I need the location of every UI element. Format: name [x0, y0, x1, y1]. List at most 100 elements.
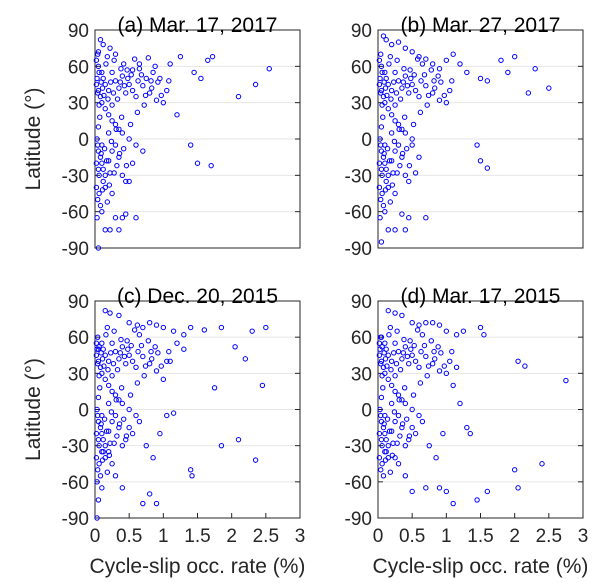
data-point	[187, 467, 194, 473]
data-point	[96, 69, 102, 76]
data-point	[406, 162, 413, 169]
data-point	[412, 358, 419, 364]
data-point	[392, 310, 398, 316]
data-point	[443, 328, 450, 334]
data-point	[397, 162, 403, 169]
data-point	[386, 61, 392, 67]
data-point	[392, 118, 398, 124]
y-tick-label: -60	[345, 473, 372, 494]
data-point	[401, 336, 407, 343]
data-point	[95, 63, 102, 70]
data-point	[140, 324, 146, 331]
data-point	[423, 485, 429, 491]
data-point	[108, 138, 115, 145]
data-point	[109, 373, 115, 379]
data-point	[395, 412, 402, 419]
data-point	[384, 92, 390, 99]
data-point	[418, 78, 424, 84]
data-point	[160, 324, 167, 331]
y-tick-label: 30	[68, 94, 89, 115]
data-point	[99, 160, 105, 166]
data-point	[387, 53, 393, 60]
panel-title: (a) Mar. 17, 2017	[118, 14, 278, 37]
data-point	[201, 327, 208, 333]
data-point	[104, 324, 111, 331]
x-tick-label: 0.5	[399, 526, 425, 547]
data-point	[380, 93, 387, 100]
data-point	[443, 488, 450, 495]
data-point	[406, 178, 412, 185]
data-point	[380, 385, 386, 391]
data-point	[457, 61, 463, 67]
y-tick-label: 0	[78, 130, 89, 151]
data-point	[181, 346, 187, 352]
data-point	[102, 184, 108, 191]
data-point	[121, 353, 128, 360]
data-point	[383, 178, 389, 185]
x-tick-label: 2	[509, 526, 520, 547]
data-point	[123, 433, 130, 439]
data-point	[110, 360, 117, 367]
data-point	[381, 79, 387, 85]
data-point	[140, 148, 146, 154]
data-point	[515, 485, 521, 491]
data-point	[123, 360, 129, 367]
data-point	[481, 332, 487, 338]
data-point	[107, 45, 113, 51]
data-point	[402, 473, 409, 479]
data-point	[477, 75, 484, 82]
data-point	[409, 49, 415, 55]
data-point	[416, 154, 422, 160]
data-point	[378, 360, 384, 367]
data-point	[105, 130, 112, 136]
data-point	[379, 190, 385, 197]
data-point	[429, 320, 436, 326]
data-point	[126, 424, 132, 431]
data-point	[114, 96, 121, 102]
data-point	[164, 87, 170, 94]
data-point	[252, 457, 259, 463]
data-point	[174, 340, 180, 346]
data-point	[425, 363, 432, 369]
data-point	[376, 430, 383, 437]
data-point	[116, 356, 122, 362]
y-tick-label: 60	[68, 57, 89, 78]
data-point	[393, 360, 400, 367]
data-point	[423, 56, 429, 62]
data-point	[402, 227, 409, 233]
data-point	[431, 78, 437, 84]
data-point	[379, 102, 385, 108]
data-point	[108, 79, 114, 85]
data-point	[111, 57, 117, 63]
data-point	[385, 376, 391, 383]
data-point	[133, 364, 139, 371]
data-point	[382, 160, 388, 166]
data-point	[395, 392, 402, 398]
y-axis-label: Latitude (°)	[22, 358, 45, 461]
data-point	[380, 364, 387, 371]
data-point	[101, 363, 107, 369]
data-point	[99, 208, 105, 215]
data-point	[387, 324, 393, 331]
data-point	[134, 322, 141, 328]
data-point	[95, 90, 101, 96]
data-point	[477, 158, 484, 164]
data-point	[450, 500, 456, 507]
data-point	[399, 126, 405, 133]
data-point	[379, 344, 385, 350]
chart-panel: 90 60 30 0 -30 -60 -90 (b) Mar. 27, 2017	[345, 14, 584, 260]
data-point	[95, 360, 101, 367]
data-point	[126, 320, 132, 326]
data-point	[402, 344, 409, 350]
data-point	[111, 170, 117, 176]
data-point	[143, 442, 149, 449]
data-point	[112, 142, 119, 148]
data-point	[382, 187, 389, 193]
y-tick-label: 30	[351, 94, 372, 115]
data-point	[121, 416, 127, 422]
data-point	[116, 85, 122, 91]
data-point	[105, 96, 111, 102]
data-point	[392, 148, 398, 154]
data-point	[532, 66, 538, 72]
